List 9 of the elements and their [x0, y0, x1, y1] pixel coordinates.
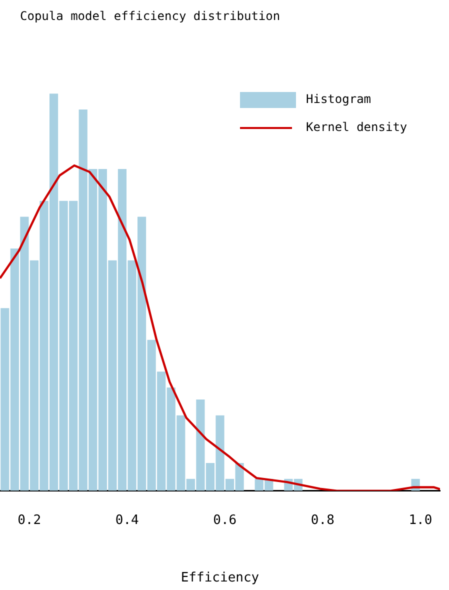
x-axis-title: Efficiency	[180, 570, 260, 586]
legend-label: Kernel density	[306, 120, 408, 134]
chart-title: Copula model efficiency distribution	[20, 9, 280, 24]
x-tick-label: 1.0	[408, 512, 432, 528]
x-tick-label: 0.6	[213, 512, 237, 528]
x-tick-label: 0.2	[18, 512, 42, 528]
legend-label: Histogram	[306, 92, 372, 106]
x-tick-label: 0.8	[310, 512, 334, 528]
x-tick-label: 0.4	[115, 512, 140, 528]
